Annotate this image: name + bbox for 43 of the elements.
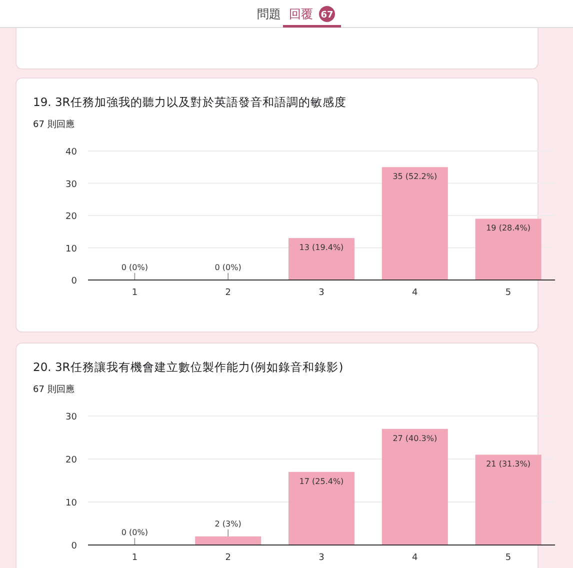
y-tick-label: 20 — [66, 456, 78, 466]
y-tick-label: 30 — [66, 412, 78, 422]
text: 67 — [320, 10, 334, 20]
x-tick-label: 3 — [318, 288, 324, 298]
data-label: 2 (3%) — [214, 519, 242, 528]
x-tick-label: 4 — [412, 288, 418, 298]
data-label: 19 (28.4%) — [486, 224, 530, 233]
bar — [475, 454, 542, 545]
x-tick-label: 1 — [132, 553, 138, 563]
chart-title: 20. 3R任務讓我有機會建立數位製作能力(例如錄音和錄影) — [33, 360, 344, 374]
y-tick-label: 0 — [71, 276, 78, 286]
text: 回覆 — [289, 7, 313, 21]
bar — [382, 428, 448, 545]
bar — [195, 536, 262, 545]
x-tick-label: 1 — [132, 288, 138, 298]
x-tick-label: 2 — [225, 553, 231, 563]
y-tick-label: 30 — [66, 180, 78, 190]
data-label: 35 (52.2%) — [392, 172, 438, 182]
y-tick-label: 40 — [66, 148, 78, 158]
data-label: 27 (40.3%) — [392, 434, 438, 443]
chart-subtitle: 67 則回應 — [33, 384, 74, 395]
y-tick-label: 20 — [66, 212, 78, 222]
x-tick-label: 2 — [225, 288, 231, 298]
bar — [382, 167, 448, 280]
data-label: 0 (0%) — [214, 263, 242, 272]
data-label: 13 (19.4%) — [299, 243, 344, 252]
x-tick-label: 4 — [412, 553, 418, 563]
bar — [288, 238, 354, 280]
chart-subtitle: 67 則回應 — [33, 119, 74, 130]
x-tick-label: 5 — [505, 553, 512, 563]
data-label: 0 (0%) — [121, 528, 148, 537]
text: 問題 — [257, 7, 281, 21]
chart-title: 19. 3R任務加強我的聽力以及對於英語發音和語調的敏感度 — [33, 95, 346, 109]
y-tick-label: 10 — [66, 244, 78, 254]
data-label: 0 (0%) — [121, 263, 148, 272]
bar — [288, 472, 354, 545]
data-label: 21 (31.3%) — [486, 460, 530, 469]
x-tick-label: 3 — [318, 553, 324, 563]
y-tick-label: 0 — [71, 542, 78, 552]
data-label: 17 (25.4%) — [299, 476, 344, 486]
y-tick-label: 10 — [66, 498, 78, 508]
bar — [475, 218, 542, 280]
x-tick-label: 5 — [505, 288, 512, 298]
